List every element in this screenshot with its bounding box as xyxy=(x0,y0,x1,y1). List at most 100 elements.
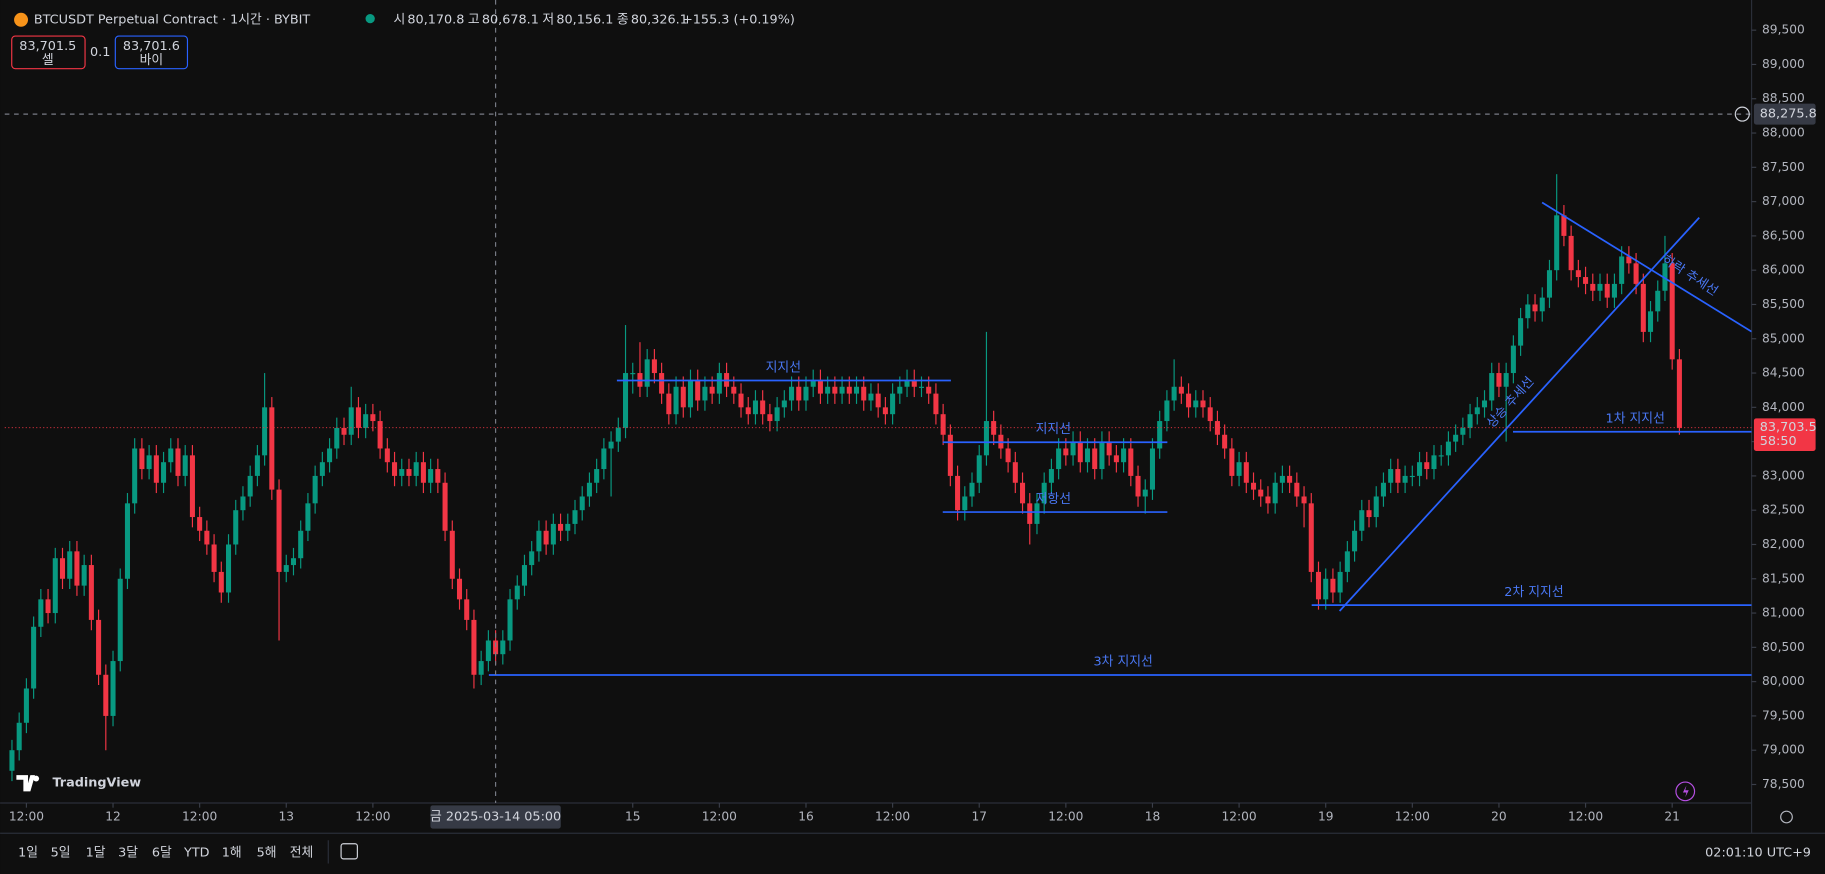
candle-body xyxy=(926,386,932,394)
candle-body xyxy=(146,455,152,470)
y-tick-label: 88,500 xyxy=(1762,91,1805,105)
candle-body xyxy=(846,386,852,394)
range-button[interactable]: YTD xyxy=(183,846,210,861)
ohlc-value: 80,326.1 xyxy=(631,12,688,27)
candle-body xyxy=(933,393,939,415)
candle-body xyxy=(1265,496,1271,504)
candle-body xyxy=(1012,462,1018,483)
countdown: 58:50 xyxy=(1760,434,1797,449)
candle-body xyxy=(1330,578,1336,593)
candle-body xyxy=(1106,441,1112,456)
candle-body xyxy=(731,386,737,394)
candle-body xyxy=(1258,489,1264,497)
candle-body xyxy=(449,530,455,579)
y-tick-label: 88,000 xyxy=(1762,126,1805,140)
candle-body xyxy=(543,530,549,545)
candle-body xyxy=(1388,469,1394,483)
sell-label: 셀 xyxy=(42,53,54,68)
candle-body xyxy=(1604,283,1610,298)
clock[interactable]: 02:01:10 UTC+9 xyxy=(1705,846,1811,861)
candle-body xyxy=(514,585,520,600)
candle-body xyxy=(1250,482,1257,490)
x-tick-label: 12:00 xyxy=(875,809,910,823)
candle-body xyxy=(1243,462,1249,483)
crosshair-add[interactable] xyxy=(1734,106,1750,122)
sell-button[interactable] xyxy=(11,35,86,70)
toolbar: 02:01:10 UTC+9 1일 5일 1달 3달 6달 YTD 1해 5해 전체 xyxy=(18,810,1811,864)
drawing-line[interactable] xyxy=(1541,201,1752,333)
candle-body xyxy=(197,517,203,531)
y-tick-label: 89,000 xyxy=(1762,57,1805,71)
candle-body xyxy=(918,386,925,388)
candle-body xyxy=(1424,462,1430,470)
candle-body xyxy=(1084,448,1091,463)
range-button[interactable]: 1해 xyxy=(222,846,242,861)
candle-body xyxy=(1337,571,1343,593)
candle-body xyxy=(153,455,159,483)
candle-body xyxy=(586,482,592,497)
candle-body xyxy=(853,386,860,394)
last-price-label: 83,703.5 xyxy=(1760,420,1817,435)
candle-body xyxy=(1640,283,1646,332)
alert-icon[interactable] xyxy=(1675,781,1696,802)
candle-body xyxy=(796,386,802,401)
candle-body xyxy=(52,558,58,614)
candle-body xyxy=(709,386,715,394)
range-button[interactable]: 1달 xyxy=(86,846,106,861)
candle-body xyxy=(1568,235,1574,271)
settings-icon[interactable] xyxy=(1780,810,1793,824)
candle-body xyxy=(1157,421,1163,449)
range-button[interactable]: 5일 xyxy=(51,846,71,861)
x-tick-label: 12:00 xyxy=(9,809,44,823)
candle-body xyxy=(88,565,94,620)
candle-body xyxy=(955,475,961,511)
crosshair-y-label: 88,275.8 xyxy=(1760,107,1817,122)
candle-body xyxy=(839,386,845,394)
drawing-line[interactable] xyxy=(1338,217,1700,612)
y-tick-label: 82,500 xyxy=(1762,503,1805,517)
candle-body xyxy=(861,386,867,401)
candle-body xyxy=(983,421,989,456)
candle-body xyxy=(1373,496,1379,518)
market-status xyxy=(365,13,375,24)
candle-body xyxy=(1359,510,1365,531)
candle-body xyxy=(644,359,650,387)
candle-body xyxy=(1438,455,1444,457)
candle-body xyxy=(233,510,239,545)
range-button[interactable]: 1일 xyxy=(18,846,38,861)
candle-body xyxy=(745,407,751,415)
range-button[interactable]: 5해 xyxy=(257,846,277,861)
candle-body xyxy=(493,640,499,655)
candle-body xyxy=(1352,530,1358,552)
date-range-icon[interactable] xyxy=(340,843,358,860)
alert-bolt xyxy=(1682,785,1689,798)
candle-body xyxy=(305,503,311,531)
crosshair-x-label: 금 2025-03-14 05:00 xyxy=(430,809,561,824)
candle-body xyxy=(882,407,888,415)
candle-body xyxy=(868,393,874,401)
candle-body xyxy=(471,619,477,675)
ohlc-value: 80,678.1 xyxy=(482,12,539,27)
y-tick-label: 86,500 xyxy=(1762,228,1805,242)
candle-body xyxy=(406,469,412,476)
buy-button[interactable] xyxy=(114,35,189,70)
y-tick-label: 84,000 xyxy=(1762,400,1805,414)
candle-body xyxy=(384,448,390,463)
candle-body xyxy=(341,427,347,435)
drawing-label: 지지선 xyxy=(766,360,801,375)
candle-body xyxy=(16,722,22,751)
candle-body xyxy=(550,523,556,545)
ohlc-label: 시 xyxy=(393,12,405,27)
candle-body xyxy=(1294,482,1300,497)
candle-body xyxy=(38,599,44,627)
x-tick-label: 12:00 xyxy=(1221,809,1256,823)
range-button[interactable]: 3달 xyxy=(118,846,138,861)
x-tick-label: 12 xyxy=(105,809,121,823)
candle-body xyxy=(1611,283,1617,298)
range-button[interactable]: 전체 xyxy=(290,846,314,861)
range-button[interactable]: 6달 xyxy=(152,846,172,861)
candle-body xyxy=(969,482,975,497)
candle-body xyxy=(225,544,232,593)
candle-body xyxy=(695,379,701,401)
candle-body xyxy=(767,414,773,422)
